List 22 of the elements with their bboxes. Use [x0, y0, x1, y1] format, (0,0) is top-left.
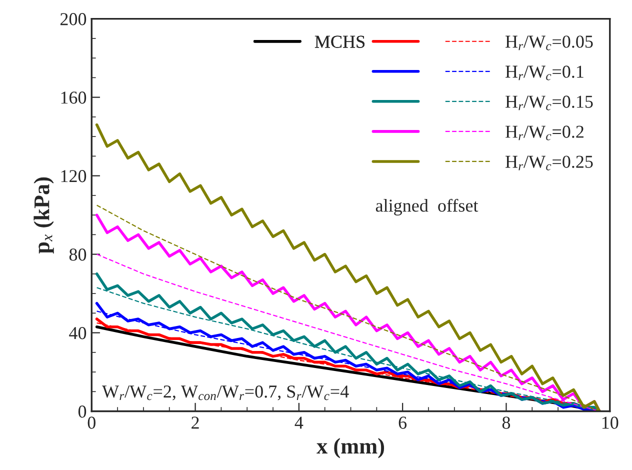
y-tick-label: 120: [61, 170, 86, 182]
x-tick-label: 8: [502, 416, 510, 429]
x-axis-title: x (mm): [316, 438, 384, 458]
legend-label: H$_{r}$/W$_{c}$=0.25: [505, 156, 593, 170]
legend-label: H$_{r}$/W$_{c}$=0.2: [505, 126, 584, 140]
legend-label: H$_{r}$/W$_{c}$=0.15: [505, 96, 593, 110]
x-tick-label: 2: [192, 416, 199, 429]
x-tick-label: 10: [602, 416, 618, 429]
y-tick-label: 200: [60, 13, 86, 26]
x-tick-label: 0: [88, 416, 96, 429]
legend-label: MCHS: [314, 36, 364, 48]
x-tick-label: 6: [398, 416, 407, 429]
legend-title: aligned offset: [376, 198, 478, 216]
legend-label: H$_{r}$/W$_{c}$=0.05: [505, 36, 593, 50]
x-tick-label: 4: [294, 416, 304, 429]
y-axis-title: p$_{x}$ (kPa): [34, 177, 54, 254]
text: W$_{r}$/W$_{c}$=2, W$_{con}$/W$_{r}$=0.7, S$_{r}$/W$_{c}$=4: [102, 385, 349, 400]
y-tick-label: 40: [69, 327, 86, 340]
y-tick-label: 160: [61, 92, 86, 104]
y-tick-label: 80: [69, 248, 86, 261]
legend-label: H$_{r}$/W$_{c}$=0.1: [505, 66, 584, 80]
y-tick-label: 0: [78, 406, 86, 418]
